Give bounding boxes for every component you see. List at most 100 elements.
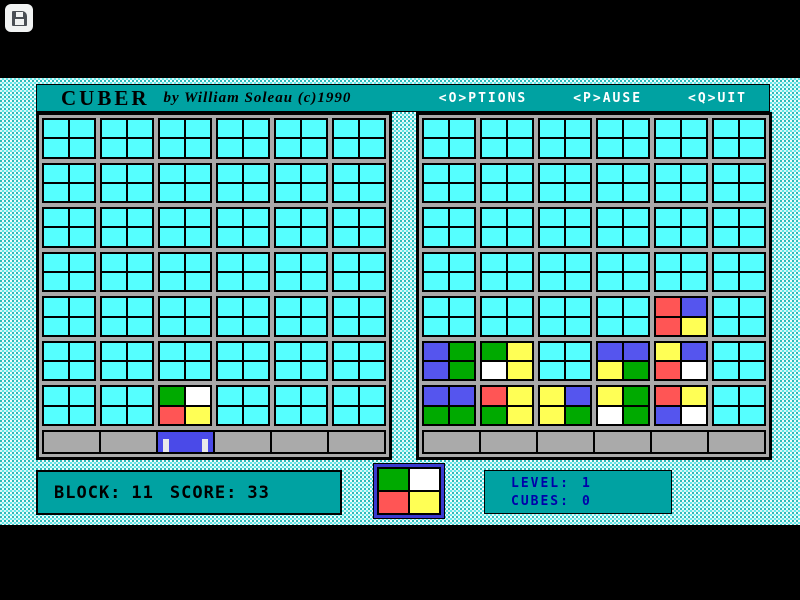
- cube-quadrant: [566, 362, 590, 380]
- cube-quadrant: [540, 209, 564, 227]
- block-cell: [422, 385, 476, 426]
- cube-quadrant: [450, 387, 474, 405]
- cube-quadrant: [360, 228, 384, 246]
- empty-cell: [480, 296, 534, 337]
- cube-quadrant: [334, 272, 358, 291]
- cube-quadrant: [450, 139, 474, 157]
- empty-cell: [158, 251, 212, 293]
- cube-quadrant: [656, 253, 680, 271]
- cube-quadrant: [302, 183, 326, 202]
- cube-quadrant: [566, 317, 590, 335]
- cube-quadrant: [334, 228, 358, 246]
- cube-quadrant: [334, 253, 358, 271]
- cube-quadrant: [302, 272, 326, 291]
- empty-cell: [422, 296, 476, 337]
- playfield-left: [36, 112, 392, 460]
- empty-cell: [216, 207, 270, 248]
- cube-quadrant: [424, 139, 448, 157]
- cube-quadrant: [128, 362, 152, 380]
- menu-item-pause[interactable]: <P>AUSE: [573, 90, 643, 106]
- cube-quadrant: [70, 183, 94, 202]
- empty-cell: [538, 207, 592, 248]
- cube-quadrant: [624, 317, 648, 335]
- cube-quadrant: [276, 362, 300, 380]
- cube-quadrant: [656, 317, 680, 335]
- cube-quadrant: [740, 342, 764, 361]
- empty-cell: [596, 251, 650, 293]
- cube-quadrant: [102, 406, 126, 424]
- empty-cell: [100, 118, 154, 159]
- cube-quadrant: [160, 183, 184, 202]
- cube-quadrant: [740, 164, 764, 182]
- floppy-disk-icon: [11, 10, 27, 26]
- cube-quadrant: [302, 362, 326, 380]
- cube-quadrant: [334, 406, 358, 424]
- title-bar: CUBER by William Soleau (c)1990 <O>PTION…: [36, 84, 770, 112]
- cube-quadrant: [218, 387, 242, 405]
- cube-quadrant: [302, 228, 326, 246]
- cube-quadrant: [360, 272, 384, 291]
- menu-item-quit[interactable]: <Q>UIT: [688, 90, 747, 106]
- empty-cell: [538, 118, 592, 159]
- cube-quadrant: [160, 209, 184, 227]
- cube-quadrant: [334, 120, 358, 138]
- menu-item-options[interactable]: <O>PTIONS: [438, 90, 528, 106]
- empty-cell: [42, 385, 96, 426]
- cube-quadrant: [682, 164, 706, 182]
- block-cell: [596, 340, 650, 382]
- cube-quadrant: [508, 342, 532, 361]
- cube-quadrant: [218, 342, 242, 361]
- cube-quadrant: [360, 164, 384, 182]
- cube-quadrant: [714, 272, 738, 291]
- empty-cell: [480, 162, 534, 204]
- cube-quadrant: [276, 139, 300, 157]
- empty-cell: [332, 207, 386, 248]
- cube-quadrant: [186, 253, 210, 271]
- cube-quadrant: [160, 228, 184, 246]
- cubes-label: CUBES:: [511, 493, 570, 509]
- cube-quadrant: [598, 362, 622, 380]
- save-button[interactable]: [5, 4, 33, 32]
- cube-quadrant: [482, 164, 506, 182]
- cube-quadrant: [566, 209, 590, 227]
- empty-cell: [274, 207, 328, 248]
- cube-quadrant: [624, 298, 648, 316]
- cube-quadrant: [160, 298, 184, 316]
- cube-quadrant: [128, 253, 152, 271]
- footer-segment: [538, 432, 595, 452]
- cube-quadrant: [302, 342, 326, 361]
- cube-quadrant: [276, 406, 300, 424]
- cube-quadrant: [598, 139, 622, 157]
- cube-quadrant: [508, 362, 532, 380]
- cube-quadrant: [218, 228, 242, 246]
- cube-quadrant: [186, 228, 210, 246]
- cube-quadrant: [566, 228, 590, 246]
- grid-left: [42, 118, 386, 426]
- cube-quadrant: [450, 342, 474, 361]
- empty-cell: [216, 296, 270, 337]
- cube-quadrant: [714, 228, 738, 246]
- block-cell: [480, 385, 534, 426]
- cube-quadrant: [540, 387, 564, 405]
- cube-quadrant: [160, 387, 184, 405]
- cube-quadrant: [276, 183, 300, 202]
- cube-quadrant: [186, 164, 210, 182]
- cube-quadrant: [244, 317, 268, 335]
- empty-cell: [596, 296, 650, 337]
- cube-quadrant: [482, 387, 506, 405]
- empty-cell: [274, 251, 328, 293]
- empty-cell: [158, 207, 212, 248]
- cube-quadrant: [334, 387, 358, 405]
- level-panel: LEVEL: 1 CUBES: 0: [484, 470, 672, 514]
- cube-quadrant: [508, 164, 532, 182]
- cube-quadrant: [682, 362, 706, 380]
- cube-quadrant: [276, 342, 300, 361]
- cube-quadrant: [302, 406, 326, 424]
- cube-quadrant: [740, 362, 764, 380]
- cube-quadrant: [302, 120, 326, 138]
- cube-quadrant: [102, 387, 126, 405]
- cube-quadrant: [44, 317, 68, 335]
- game-byline: by William Soleau (c)1990: [163, 89, 352, 106]
- cube-quadrant: [186, 317, 210, 335]
- cube-quadrant: [102, 164, 126, 182]
